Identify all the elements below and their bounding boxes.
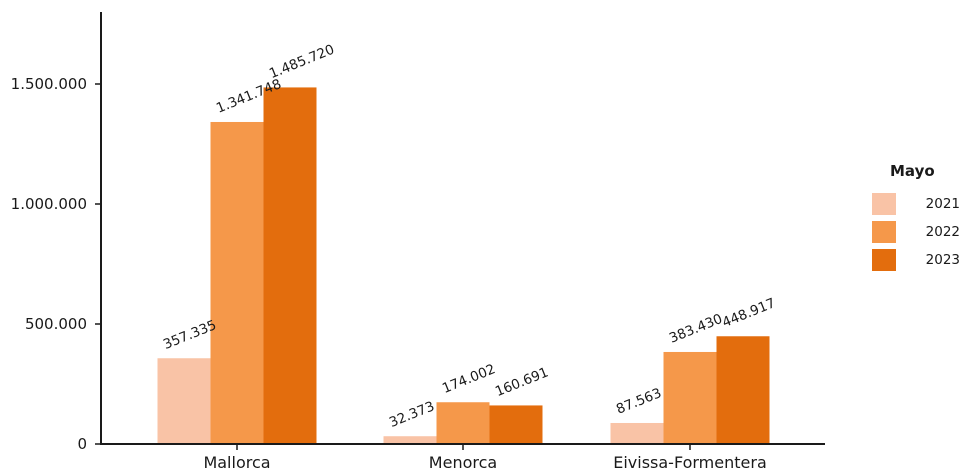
legend-swatch-2022 (872, 221, 896, 243)
data-label: 32.373 (387, 398, 437, 431)
y-tick-label: 0 (77, 435, 87, 453)
legend-item-2022: 2022 (872, 218, 960, 246)
legend-label-2023: 2023 (925, 252, 960, 268)
legend-swatch-2023 (872, 249, 896, 271)
data-label: 357.335 (161, 317, 219, 353)
x-tick-label: Mallorca (203, 453, 270, 472)
data-label: 87.563 (614, 385, 664, 418)
legend-item-2023: 2023 (872, 246, 960, 274)
legend-item-2021: 2021 (872, 190, 960, 218)
data-label: 1.485.720 (267, 42, 337, 83)
y-tick-label: 500.000 (25, 315, 87, 333)
bar-mallorca-2023 (263, 87, 317, 445)
legend-label-2022: 2022 (925, 224, 960, 240)
bar-mallorca-2022 (210, 121, 264, 445)
x-axis: Mallorca Menorca Eivissa-Formentera (100, 443, 825, 472)
legend-label-2021: 2021 (925, 196, 960, 212)
y-tick-label: 1.500.000 (11, 75, 87, 93)
bar-menorca-2023 (489, 405, 543, 444)
bar-eivissa-formentera-2022 (663, 351, 717, 444)
y-axis: 0 500.000 1.000.000 1.500.000 (11, 12, 102, 453)
bar-menorca-2021 (383, 436, 437, 444)
bar-eivissa-formentera-2023 (716, 336, 770, 444)
x-tick-label: Eivissa-Formentera (613, 453, 767, 472)
data-label: 448.917 (720, 295, 778, 331)
bar-mallorca-2021 (157, 358, 211, 444)
y-tick-label: 1.000.000 (11, 195, 87, 213)
x-tick-label: Menorca (429, 453, 497, 472)
legend: Mayo 2021 2022 2023 (872, 162, 960, 274)
legend-swatch-2021 (872, 193, 896, 215)
data-label: 174.002 (440, 361, 498, 397)
data-label: 160.691 (493, 364, 551, 400)
legend-title: Mayo (890, 162, 935, 180)
data-label: 383.430 (667, 311, 725, 347)
bar-menorca-2022 (436, 402, 490, 444)
bar-eivissa-formentera-2021 (610, 422, 664, 444)
bars (157, 87, 770, 445)
